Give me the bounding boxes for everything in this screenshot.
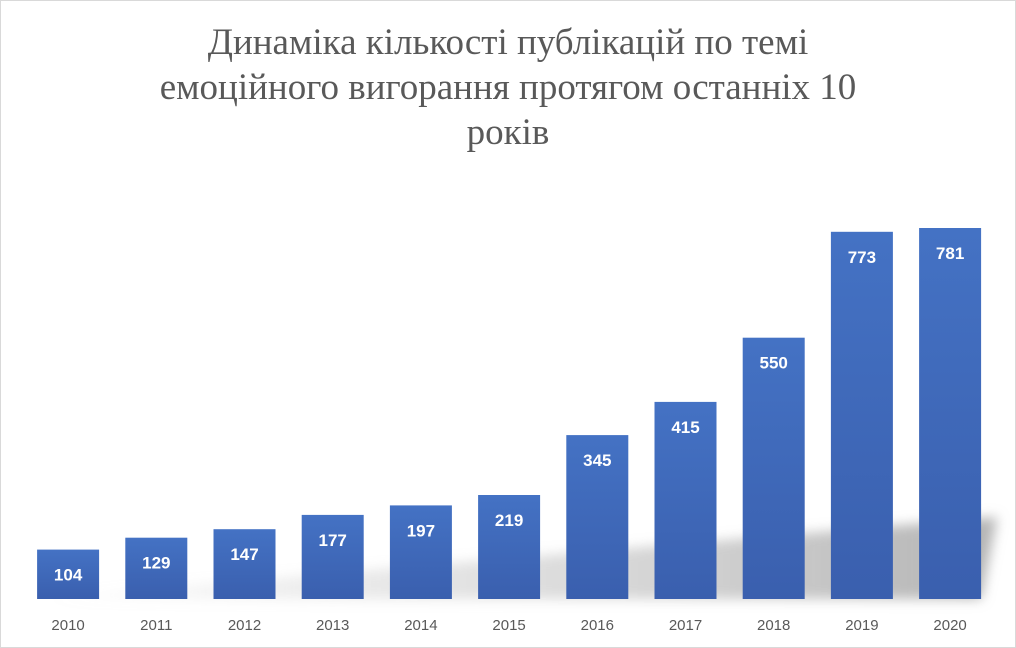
- bar-2013: [301, 514, 364, 599]
- chart-title-line-2: емоційного вигорання протягом останніх 1…: [159, 67, 857, 108]
- bar-2018: [742, 337, 805, 599]
- bar-2014: [389, 505, 452, 599]
- chart-title-line-3: років: [466, 112, 550, 153]
- bar-2011: [125, 537, 188, 599]
- bar-2015: [478, 495, 541, 599]
- data-label-2020: 781: [936, 244, 964, 263]
- data-label-2018: 550: [760, 354, 788, 373]
- x-tick-label-2013: 2013: [316, 617, 349, 634]
- data-label-2013: 177: [319, 531, 347, 550]
- x-tick-label-2011: 2011: [140, 617, 172, 634]
- data-label-2015: 219: [495, 511, 523, 530]
- data-label-2016: 345: [583, 451, 611, 470]
- x-tick-label-2020: 2020: [933, 617, 966, 634]
- x-tick-label-2012: 2012: [228, 617, 261, 634]
- bar-2019: [830, 231, 893, 600]
- x-tick-label-2014: 2014: [404, 617, 437, 634]
- bar-2012: [213, 529, 276, 599]
- x-tick-label-2019: 2019: [845, 617, 878, 634]
- x-tick-label-2016: 2016: [581, 617, 614, 634]
- data-label-2010: 104: [54, 566, 83, 585]
- data-label-2017: 415: [671, 418, 699, 437]
- x-tick-label-2018: 2018: [757, 617, 790, 634]
- x-tick-label-2017: 2017: [669, 617, 702, 634]
- x-tick-label-2010: 2010: [51, 617, 84, 634]
- bar-2017: [654, 401, 717, 599]
- data-label-2012: 147: [230, 545, 258, 564]
- bar-2016: [566, 435, 629, 599]
- x-tick-label-2015: 2015: [492, 617, 525, 634]
- data-label-2011: 129: [142, 554, 170, 573]
- bar-2020: [919, 228, 982, 599]
- data-label-2014: 197: [407, 521, 435, 540]
- bar-2010: [37, 549, 100, 599]
- chart-title: Динаміка кількості публікацій по темі ем…: [0, 20, 1016, 155]
- chart-title-line-1: Динаміка кількості публікацій по темі: [207, 22, 809, 63]
- data-label-2019: 773: [848, 248, 876, 267]
